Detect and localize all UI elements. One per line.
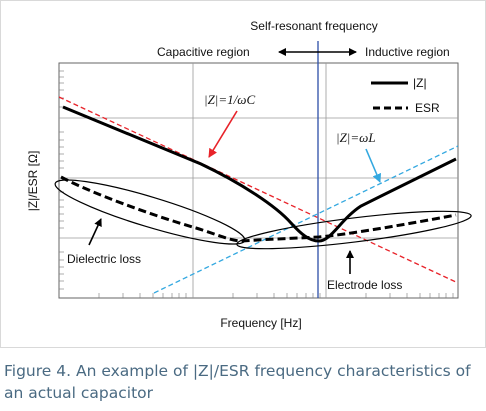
inductive-asymptote	[153, 145, 458, 294]
grid-lines	[59, 63, 458, 298]
electrode-loss-label: Electrode loss	[327, 278, 402, 292]
inductive-formula-arrow	[365, 148, 382, 183]
dielectric-loss-arrow	[88, 218, 102, 246]
inductive-region-label: Inductive region	[365, 45, 450, 59]
legend-esr-label: ESR	[415, 101, 440, 115]
capacitive-region-label: Capacitive region	[157, 45, 250, 59]
capacitive-formula: |Z|=1/ωC	[204, 92, 255, 107]
x-minor-ticks	[98, 293, 454, 298]
inductive-formula: |Z|=ωL	[336, 130, 376, 145]
impedance-curve	[62, 105, 457, 243]
figure-caption: Figure 4. An example of |Z|/ESR frequenc…	[4, 362, 471, 402]
legend-z-label: |Z|	[413, 76, 427, 90]
y-axis-label: |Z|/ESR [Ω]	[26, 151, 40, 212]
figure-panel: Self-resonant frequency Capacitive regio…	[0, 0, 486, 348]
legend: |Z| ESR	[371, 76, 440, 115]
electrode-loss-ellipse	[236, 210, 472, 250]
impedance-diagram: Self-resonant frequency Capacitive regio…	[26, 19, 472, 330]
dielectric-loss-ellipse	[54, 179, 246, 245]
x-axis-label: Frequency [Hz]	[220, 316, 301, 330]
dielectric-loss-label: Dielectric loss	[67, 252, 141, 266]
y-minor-ticks	[59, 70, 64, 290]
esr-curve	[60, 175, 457, 243]
capacitive-formula-arrow	[208, 110, 238, 158]
capacitive-asymptote	[59, 96, 458, 284]
self-resonant-label: Self-resonant frequency	[250, 19, 377, 33]
